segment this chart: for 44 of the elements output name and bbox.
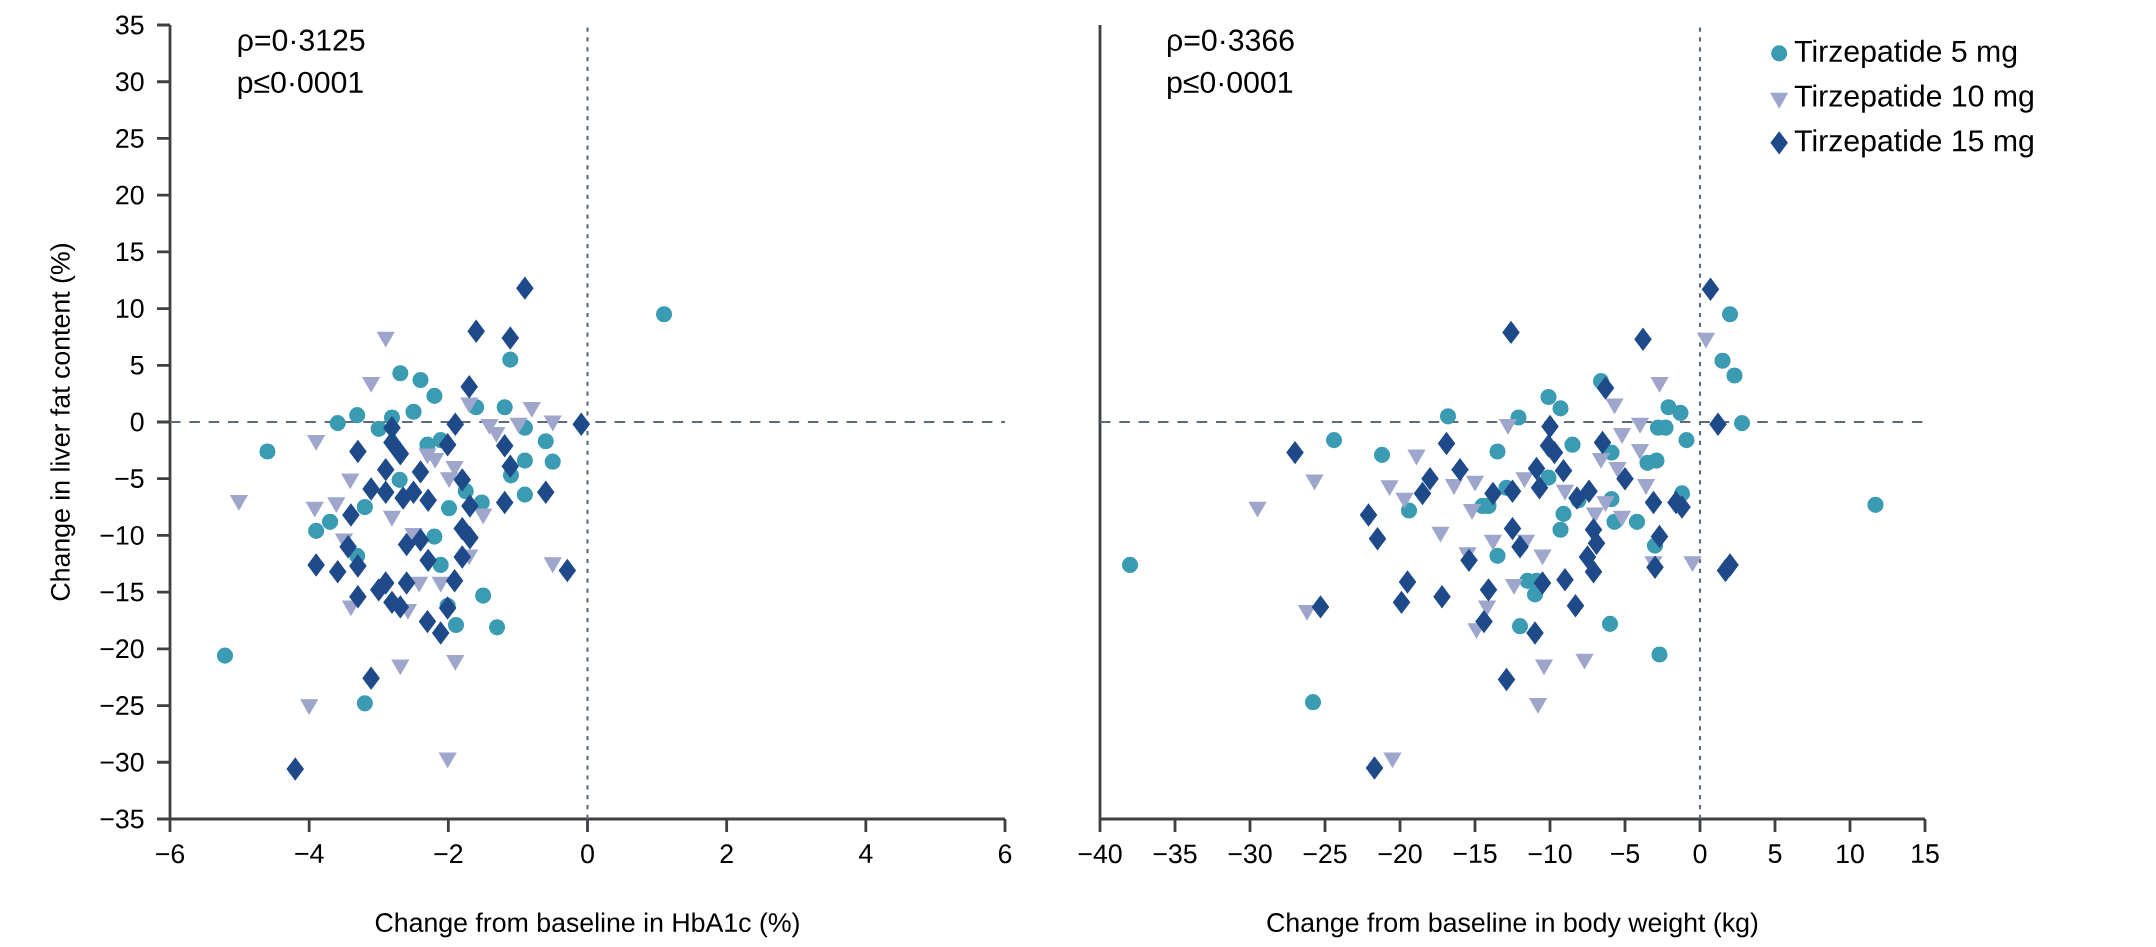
x-tick-label: 10 (1837, 844, 1864, 864)
y-tick-label: 0 (130, 412, 144, 432)
y-tick-label: −25 (100, 696, 144, 716)
x-axis-title: Change from baseline in body weight (kg) (1267, 912, 1758, 938)
y-tick-label: 10 (116, 299, 144, 319)
y-tick-label: 5 (130, 355, 144, 375)
x-tick-label: 4 (859, 844, 873, 863)
y-axis-title: Change in liver fat content (%) (50, 244, 76, 601)
y-tick-label: −15 (100, 582, 144, 602)
y-tick-label: −20 (100, 639, 144, 659)
x-tick-label: −20 (1378, 844, 1422, 864)
legend-label: Tirzepatide 15 mg (1794, 129, 2033, 158)
legend-label: Tirzepatide 5 mg (1794, 39, 2017, 68)
legend-label: Tirzepatide 10 mg (1794, 84, 2033, 113)
y-tick-label: 30 (115, 72, 144, 92)
x-tick-label: −15 (1453, 844, 1497, 864)
y-tick-label: 15 (116, 242, 144, 262)
x-tick-label: −25 (1303, 844, 1347, 864)
x-tick-label: −2 (434, 844, 463, 864)
annotation: p≤0·0001 (238, 71, 363, 100)
x-tick-label: 2 (720, 844, 733, 864)
y-tick-label: −35 (100, 809, 144, 829)
y-tick-label: −5 (115, 469, 144, 489)
y-tick-label: −10 (100, 525, 144, 545)
x-tick-label: −40 (1078, 844, 1122, 864)
x-tick-label: 6 (998, 844, 1012, 864)
x-axis-title: Change from baseline in HbA1c (%) (375, 912, 799, 938)
annotation: p≤0·0001 (1167, 71, 1293, 100)
x-tick-label: 15 (1912, 844, 1939, 864)
x-tick-label: −10 (1528, 844, 1572, 864)
x-tick-label: −30 (1228, 844, 1272, 864)
x-tick-label: 0 (1693, 844, 1707, 864)
y-tick-label: −30 (100, 752, 144, 772)
annotation: ρ=0·3125 (238, 29, 365, 57)
x-tick-label: 5 (1768, 844, 1782, 864)
x-tick-label: 0 (581, 844, 594, 864)
x-tick-label: −6 (156, 844, 185, 864)
x-tick-label: −5 (1611, 844, 1640, 864)
y-tick-label: 25 (116, 128, 144, 148)
x-tick-label: −35 (1153, 844, 1197, 864)
x-tick-label: −4 (295, 844, 324, 863)
y-tick-label: 35 (115, 15, 144, 35)
y-tick-label: 20 (116, 185, 144, 205)
annotation: ρ=0·3366 (1167, 29, 1294, 57)
